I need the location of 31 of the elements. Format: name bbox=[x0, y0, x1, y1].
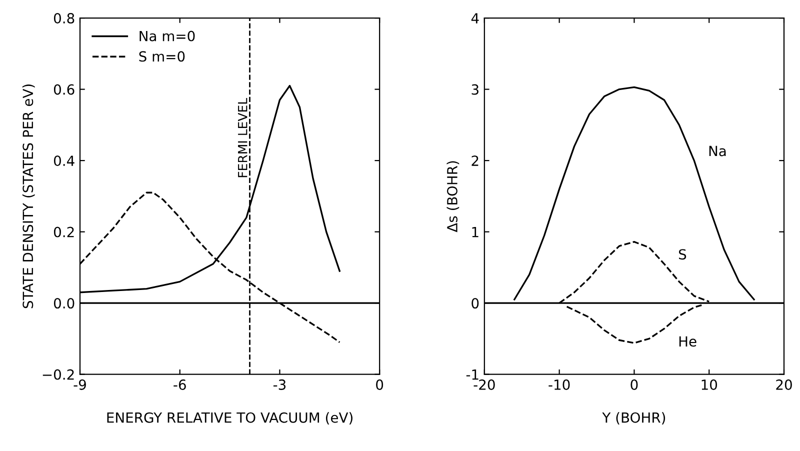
y-tick-label: 0.0 bbox=[54, 298, 74, 309]
x-tick-label: 0 bbox=[630, 379, 638, 390]
legend-label: S m=0 bbox=[139, 51, 185, 62]
x-tick-label: 20 bbox=[776, 379, 792, 390]
x-tick-label: -9 bbox=[74, 379, 86, 390]
x-tick-label: 0 bbox=[376, 379, 384, 390]
y-tick-label: 1 bbox=[472, 226, 478, 238]
y-tick-label: 3 bbox=[472, 84, 478, 95]
y-tick-label: 0.4 bbox=[54, 156, 74, 166]
x-tick-label: 10 bbox=[702, 379, 718, 390]
y-tick-label: 0 bbox=[472, 298, 479, 309]
y-axis-title: STATE DENSITY (STATES PER eV) bbox=[22, 84, 35, 308]
x-tick-label: -3 bbox=[273, 379, 286, 390]
x-tick-label: -20 bbox=[474, 379, 495, 390]
y-tick-label: 0.8 bbox=[54, 13, 74, 24]
x-tick-label: -6 bbox=[174, 379, 186, 390]
x-axis-title: Y (BOHR) bbox=[602, 412, 666, 424]
legend-label: Na m=0 bbox=[140, 30, 195, 42]
series-label: He bbox=[679, 336, 696, 347]
series-label: Na bbox=[709, 146, 726, 156]
y-tick-label: 4 bbox=[471, 13, 479, 24]
y-tick-label: 2 bbox=[472, 156, 478, 166]
y-axis-title: Δs (BOHR) bbox=[446, 161, 460, 232]
ref-line-label: FERMI LEVEL bbox=[238, 98, 248, 178]
y-tick-label: 0.2 bbox=[54, 226, 74, 238]
y-tick-label: −0.2 bbox=[42, 369, 74, 380]
y-tick-label: 0.6 bbox=[54, 84, 74, 95]
x-axis-title: ENERGY RELATIVE TO VACUUM (eV) bbox=[107, 412, 352, 424]
y-tick-label: -1 bbox=[466, 369, 478, 380]
x-tick-label: -10 bbox=[548, 379, 570, 390]
series-label: S bbox=[678, 249, 686, 260]
